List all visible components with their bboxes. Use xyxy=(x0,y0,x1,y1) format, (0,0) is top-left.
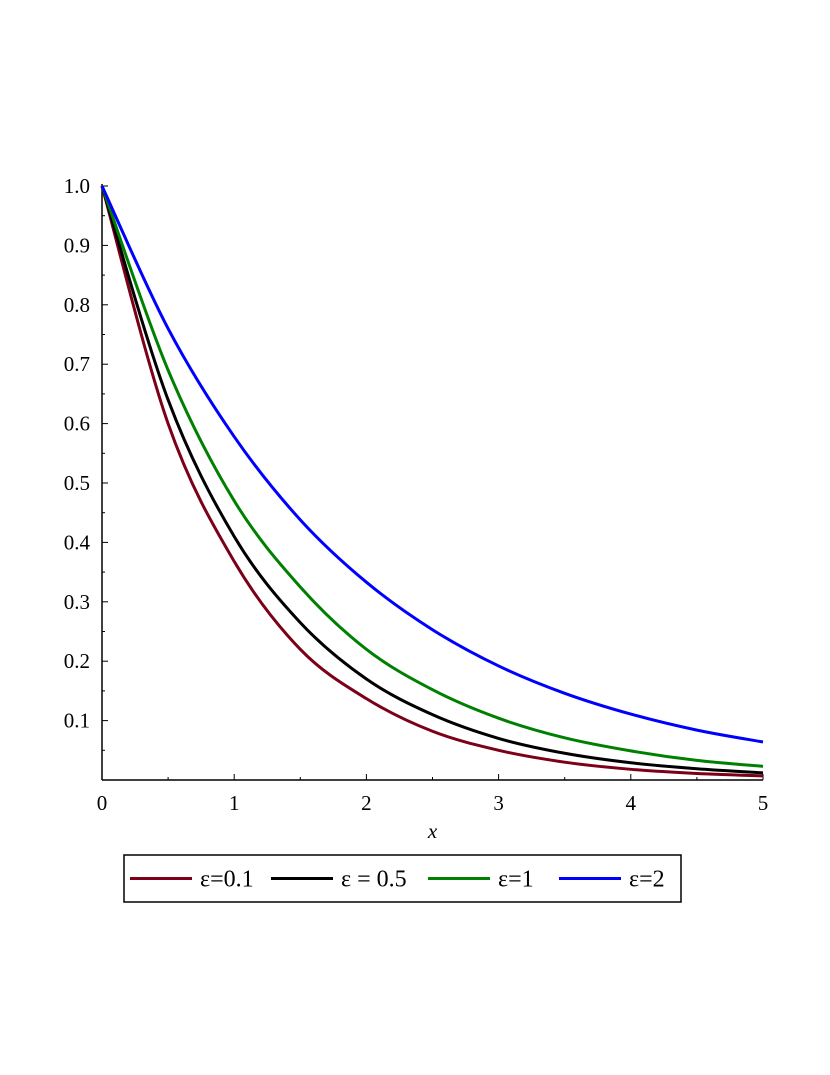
x-tick-label: 1 xyxy=(229,791,240,815)
series-line-2 xyxy=(100,185,764,775)
x-tick-label: 0 xyxy=(97,791,108,815)
series-line-4 xyxy=(100,185,764,744)
y-tick-label: 1.0 xyxy=(64,174,90,198)
x-tick-label: 3 xyxy=(493,791,504,815)
y-tick-label: 0.9 xyxy=(64,233,90,257)
y-tick-label: 0.2 xyxy=(64,649,90,673)
legend-entry-label: ε=0.1 xyxy=(200,867,254,893)
legend-entry-label: ε=1 xyxy=(498,867,534,893)
x-axis-label: x xyxy=(427,819,438,843)
y-tick-label: 0.8 xyxy=(64,293,90,317)
legend-entry-label: ε = 0.5 xyxy=(341,867,407,893)
y-tick-label: 0.3 xyxy=(64,590,90,614)
x-tick-label: 2 xyxy=(361,791,372,815)
y-tick-label: 0.4 xyxy=(64,530,91,554)
y-tick-label: 0.1 xyxy=(64,709,90,733)
y-tick-label: 0.5 xyxy=(64,471,90,495)
series-line-1 xyxy=(100,185,764,778)
legend-entry-label: ε=2 xyxy=(629,867,665,893)
y-tick-label: 0.7 xyxy=(64,352,90,376)
y-tick-label: 0.6 xyxy=(64,412,90,436)
axes: 0 1 2 3 4 5 x 0.1 0.2 0.3 0.4 0.5 0.6 0.7 0.8 0.9 1.0 xyxy=(64,174,769,843)
x-tick-label: 5 xyxy=(758,791,769,815)
legend: ε=0.1 ε = 0.5 ε=1 ε=2 xyxy=(123,854,682,903)
series-line-3 xyxy=(100,185,764,768)
x-tick-label: 4 xyxy=(626,791,637,815)
series-lines xyxy=(100,185,764,778)
